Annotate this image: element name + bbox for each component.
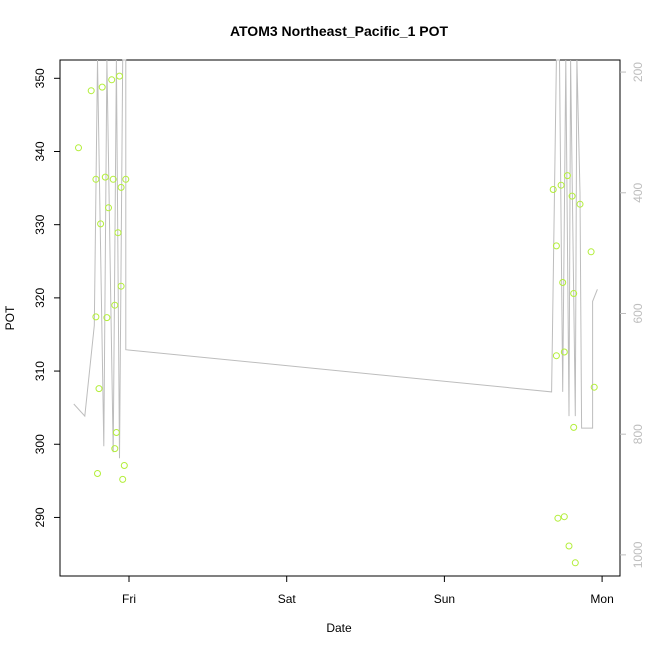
chart-title: ATOM3 Northeast_Pacific_1 POT — [230, 23, 449, 39]
x-tick-label-mon: Mon — [590, 592, 613, 606]
data-point-15 — [112, 429, 120, 436]
y2-tick-label-800: 800 — [631, 424, 645, 444]
data-point-17 — [116, 72, 123, 80]
data-point-9 — [103, 314, 111, 322]
data-point-22 — [122, 175, 130, 183]
x-tick-label-sun: Sun — [434, 592, 455, 606]
pressure-line — [73, 59, 598, 459]
data-point-19 — [117, 282, 125, 290]
data-point-27 — [557, 181, 565, 189]
data-point-14 — [111, 445, 119, 453]
y-tick-label-300: 300 — [33, 434, 47, 454]
y2-tick-label-400: 400 — [631, 182, 645, 202]
data-point-4 — [94, 470, 101, 477]
data-point-5 — [95, 385, 103, 393]
data-point-32 — [565, 542, 573, 550]
data-point-11 — [108, 76, 116, 84]
pressure-line-layer — [73, 59, 598, 459]
data-point-39 — [590, 383, 598, 391]
data-point-0 — [75, 144, 82, 152]
y-tick-label-350: 350 — [33, 68, 47, 88]
data-point-21 — [120, 462, 128, 469]
data-point-16 — [114, 229, 122, 237]
x-tick-label-fri: Fri — [122, 592, 136, 606]
data-point-3 — [92, 313, 100, 321]
plot-frame — [59, 59, 621, 577]
y2-tick-label-600: 600 — [631, 303, 645, 323]
data-point-34 — [570, 290, 578, 297]
data-point-28 — [559, 279, 567, 286]
x-tick-label-sat: Sat — [278, 592, 297, 606]
y-tick-label-320: 320 — [33, 288, 47, 308]
data-point-35 — [570, 423, 578, 431]
data-point-12 — [109, 175, 117, 183]
data-point-2 — [92, 175, 100, 183]
y-tick-label-310: 310 — [33, 361, 47, 381]
data-point-8 — [101, 173, 109, 181]
axes-layer: Fri Sat Sun Mon 290 300 310 320 330 340 350 200 400 6… — [33, 62, 645, 606]
y-axis-title: POT — [3, 305, 17, 330]
data-point-30 — [560, 348, 568, 356]
y-tick-label-340: 340 — [33, 141, 47, 161]
data-point-25 — [552, 352, 560, 360]
data-point-6 — [97, 220, 105, 228]
data-point-20 — [119, 475, 127, 483]
x-axis-title: Date — [326, 621, 352, 635]
data-point-29 — [560, 513, 568, 521]
data-point-23 — [549, 186, 557, 193]
y2-tick-label-1000: 1000 — [631, 541, 645, 568]
data-point-37 — [576, 200, 584, 208]
data-point-31 — [563, 172, 571, 180]
data-point-18 — [117, 183, 125, 191]
data-point-26 — [554, 514, 562, 522]
y-tick-label-330: 330 — [33, 214, 47, 234]
data-point-36 — [571, 559, 579, 567]
data-point-24 — [552, 242, 560, 250]
y-tick-label-290: 290 — [33, 507, 47, 527]
y2-tick-label-200: 200 — [631, 62, 645, 82]
data-point-33 — [568, 192, 576, 200]
data-point-7 — [98, 83, 106, 91]
data-point-10 — [105, 204, 112, 212]
data-point-1 — [87, 87, 95, 95]
data-point-38 — [587, 248, 595, 256]
data-points-layer — [75, 72, 598, 567]
data-point-13 — [111, 301, 119, 309]
